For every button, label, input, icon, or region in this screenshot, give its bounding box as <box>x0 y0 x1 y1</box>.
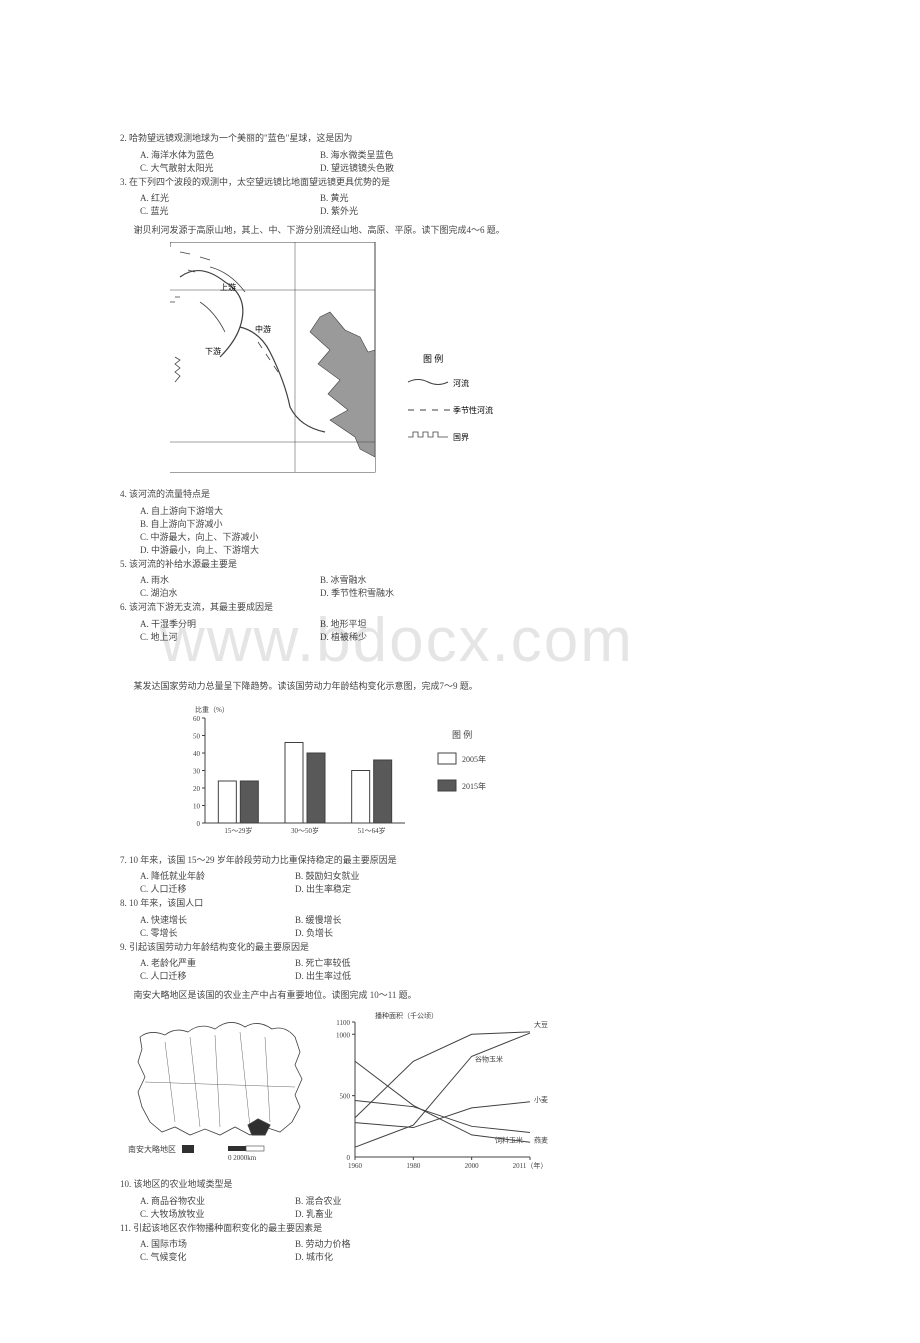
q2-d: D. 望远镜镜头色散 <box>320 161 500 174</box>
svg-text:比重（%）: 比重（%） <box>195 705 229 714</box>
q5-a: A. 雨水 <box>140 573 320 586</box>
q4-a: A. 自上游向下游增大 <box>140 504 725 517</box>
q6-stem: 6. 该河流下游无支流，其最主要成因是 <box>120 601 725 615</box>
svg-text:30～50岁: 30～50岁 <box>291 826 319 835</box>
bar-chart: 0 10 20 30 40 50 60比重（%） 15～29岁 30～50岁 51～64岁 图 例 2… <box>170 698 725 848</box>
q11-c: C. 气候变化 <box>140 1250 295 1263</box>
intro-10-11: 南安大略地区是该国的农业主产中占有重要地位。读图完成 10～11 题。 <box>120 988 725 1001</box>
canada-figure: 南安大略地区 0 2000km 500 1000 1100 0 播种面积（千公顷） 1960 1… <box>120 1007 725 1172</box>
svg-text:大豆: 大豆 <box>534 1020 548 1029</box>
svg-text:0 2000km: 0 2000km <box>228 1154 257 1162</box>
legend-border: 国界 <box>453 433 469 442</box>
q7-stem: 7. 10 年来，该国 15～29 岁年龄段劳动力比重保持稳定的最主要原因是 <box>120 854 725 868</box>
map-legend-title: 图 例 <box>423 353 443 364</box>
q7-c: C. 人口迁移 <box>140 882 295 895</box>
svg-text:50: 50 <box>193 732 201 740</box>
svg-text:饲料玉米: 饲料玉米 <box>495 1136 523 1145</box>
q10-b: B. 混合农业 <box>295 1194 475 1207</box>
svg-text:播种面积（千公顷）: 播种面积（千公顷） <box>375 1011 438 1020</box>
q6-d: D. 植被稀少 <box>320 630 500 643</box>
q10-stem: 10. 该地区的农业地域类型是 <box>120 1178 725 1192</box>
q10-d: D. 乳畜业 <box>295 1207 475 1220</box>
q8-stem: 8. 10 年来，该国人口 <box>120 897 725 911</box>
q2-a: A. 海洋水体为蓝色 <box>140 148 320 161</box>
svg-text:60: 60 <box>193 715 201 723</box>
svg-text:2015年: 2015年 <box>462 781 486 791</box>
q2-c: C. 大气散射太阳光 <box>140 161 320 174</box>
q5-stem: 5. 该河流的补给水源最主要是 <box>120 558 725 572</box>
q3-a: A. 红光 <box>140 191 320 204</box>
q4-d: D. 中游最小，向上、下游增大 <box>140 543 725 556</box>
svg-text:51～64岁: 51～64岁 <box>358 826 386 835</box>
map-figure: 42°E 6° 0° 上游 中游 下游 图 例 河流 季节性河流 国界 <box>170 242 725 482</box>
svg-text:0: 0 <box>197 820 201 828</box>
svg-text:南安大略地区: 南安大略地区 <box>128 1144 176 1154</box>
q11-stem: 11. 引起该地区农作物播种面积变化的最主要因素是 <box>120 1222 725 1236</box>
q8-b: B. 缓慢增长 <box>295 913 475 926</box>
q11-a: A. 国际市场 <box>140 1237 295 1250</box>
svg-text:15～29岁: 15～29岁 <box>224 826 252 835</box>
map-lon-label: 42°E <box>288 242 304 243</box>
map-label-low: 下游 <box>205 346 221 356</box>
q2-stem: 2. 哈勃望远镜观测地球为一个美丽的"蓝色"星球，这是因为 <box>120 132 725 146</box>
q3-b: B. 黄光 <box>320 191 500 204</box>
q5-d: D. 季节性积雪融水 <box>320 586 500 599</box>
intro-4-6: 谢贝利河发源于高原山地，其上、中、下游分别流经山地、高原、平原。读下图完成4～6… <box>120 223 725 236</box>
q10-a: A. 商品谷物农业 <box>140 1194 295 1207</box>
svg-text:谷物玉米: 谷物玉米 <box>475 1054 503 1063</box>
svg-text:30: 30 <box>193 767 201 775</box>
q6-a: A. 干湿季分明 <box>140 617 320 630</box>
q3-c: C. 蓝光 <box>140 204 320 217</box>
legend-seasonal: 季节性河流 <box>453 405 493 415</box>
svg-text:小麦: 小麦 <box>534 1095 548 1104</box>
svg-text:2000: 2000 <box>465 1162 480 1170</box>
q3-d: D. 紫外光 <box>320 204 500 217</box>
q3-stem: 3. 在下列四个波段的观测中，太空望远镜比地面望远镜更具优势的是 <box>120 176 725 190</box>
q9-b: B. 死亡率较低 <box>295 956 475 969</box>
q10-c: C. 大牧场放牧业 <box>140 1207 295 1220</box>
q7-b: B. 鼓励妇女就业 <box>295 869 475 882</box>
svg-text:2011（年）: 2011（年） <box>513 1161 548 1170</box>
q7-d: D. 出生率稳定 <box>295 882 475 895</box>
q6-b: B. 地形平坦 <box>320 617 500 630</box>
q6-c: C. 地上河 <box>140 630 320 643</box>
svg-text:2005年: 2005年 <box>462 754 486 764</box>
map-label-mid: 中游 <box>255 324 271 334</box>
q4-stem: 4. 该河流的流量特点是 <box>120 488 725 502</box>
q8-d: D. 负增长 <box>295 926 475 939</box>
svg-text:1000: 1000 <box>336 1031 351 1039</box>
q2-b: B. 海水微类呈蓝色 <box>320 148 500 161</box>
q9-d: D. 出生率过低 <box>295 969 475 982</box>
svg-text:1960: 1960 <box>348 1162 363 1170</box>
svg-text:1980: 1980 <box>406 1162 421 1170</box>
q8-a: A. 快速增长 <box>140 913 295 926</box>
svg-text:图 例: 图 例 <box>452 729 472 740</box>
intro-7-9: 某发达国家劳动力总量呈下降趋势。读该国劳动力年龄结构变化示意图，完成7～9 题。 <box>120 679 725 692</box>
q9-c: C. 人口迁移 <box>140 969 295 982</box>
q9-stem: 9. 引起该国劳动力年龄结构变化的最主要原因是 <box>120 941 725 955</box>
svg-text:20: 20 <box>193 785 201 793</box>
map-label-up: 上游 <box>220 282 236 292</box>
legend-river: 河流 <box>453 378 469 388</box>
svg-text:40: 40 <box>193 750 201 758</box>
q4-c: C. 中游最大，向上、下游减小 <box>140 530 725 543</box>
q9-a: A. 老龄化严重 <box>140 956 295 969</box>
svg-text:1100: 1100 <box>336 1019 350 1027</box>
svg-text:500: 500 <box>340 1093 351 1101</box>
q7-a: A. 降低就业年龄 <box>140 869 295 882</box>
svg-text:燕麦: 燕麦 <box>534 1135 548 1144</box>
q4-b: B. 自上游向下游减小 <box>140 517 725 530</box>
q5-c: C. 湖泊水 <box>140 586 320 599</box>
q8-c: C. 零增长 <box>140 926 295 939</box>
q11-d: D. 城市化 <box>295 1250 475 1263</box>
q5-b: B. 冰雪融水 <box>320 573 500 586</box>
svg-text:10: 10 <box>193 802 201 810</box>
svg-text:0: 0 <box>347 1154 351 1162</box>
q11-b: B. 劳动力价格 <box>295 1237 475 1250</box>
